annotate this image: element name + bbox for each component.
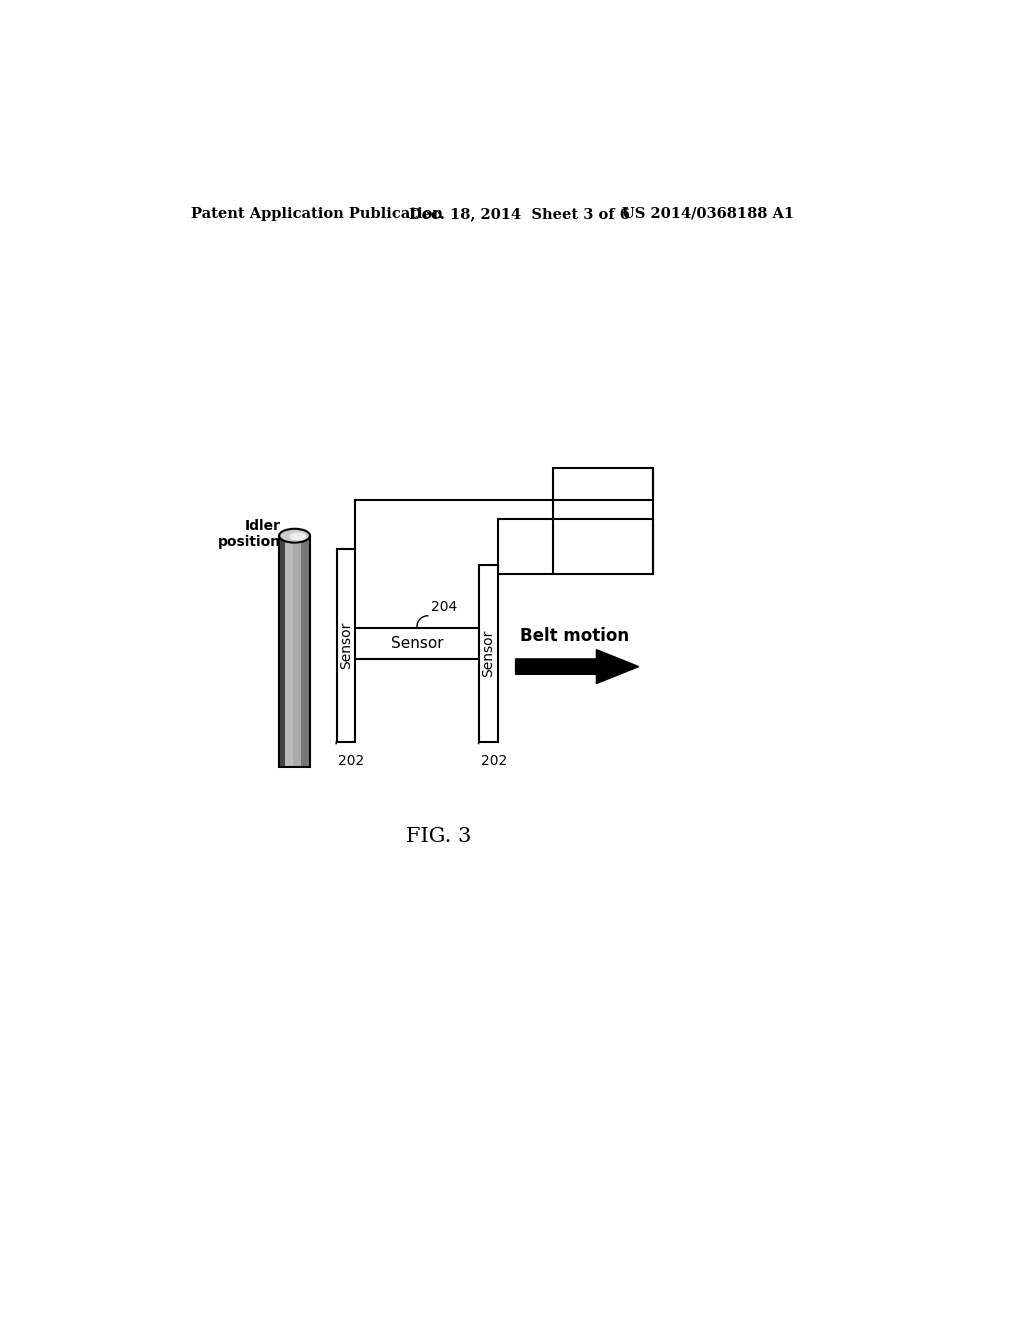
Bar — [553, 469, 652, 574]
Ellipse shape — [280, 529, 310, 543]
Text: Patent Application Publication: Patent Application Publication — [190, 207, 442, 220]
Text: Sensor: Sensor — [339, 622, 353, 669]
Bar — [280, 536, 310, 767]
Bar — [301, 536, 310, 767]
Text: Dec. 18, 2014  Sheet 3 of 6: Dec. 18, 2014 Sheet 3 of 6 — [410, 207, 630, 220]
Bar — [293, 536, 301, 767]
Bar — [479, 565, 498, 742]
Bar — [285, 536, 293, 767]
Text: 204: 204 — [431, 601, 457, 614]
Text: Belt motion: Belt motion — [520, 627, 630, 644]
Text: Sensor: Sensor — [391, 636, 443, 651]
Polygon shape — [515, 649, 639, 684]
Ellipse shape — [289, 532, 306, 541]
Bar — [337, 549, 355, 742]
Text: FIG. 3: FIG. 3 — [406, 826, 471, 846]
Bar — [280, 536, 285, 767]
Text: 202: 202 — [339, 754, 365, 767]
Text: 202: 202 — [481, 754, 507, 767]
Text: Sensor: Sensor — [481, 630, 496, 677]
Text: US 2014/0368188 A1: US 2014/0368188 A1 — [622, 207, 794, 220]
Text: Idler
position: Idler position — [217, 519, 281, 549]
